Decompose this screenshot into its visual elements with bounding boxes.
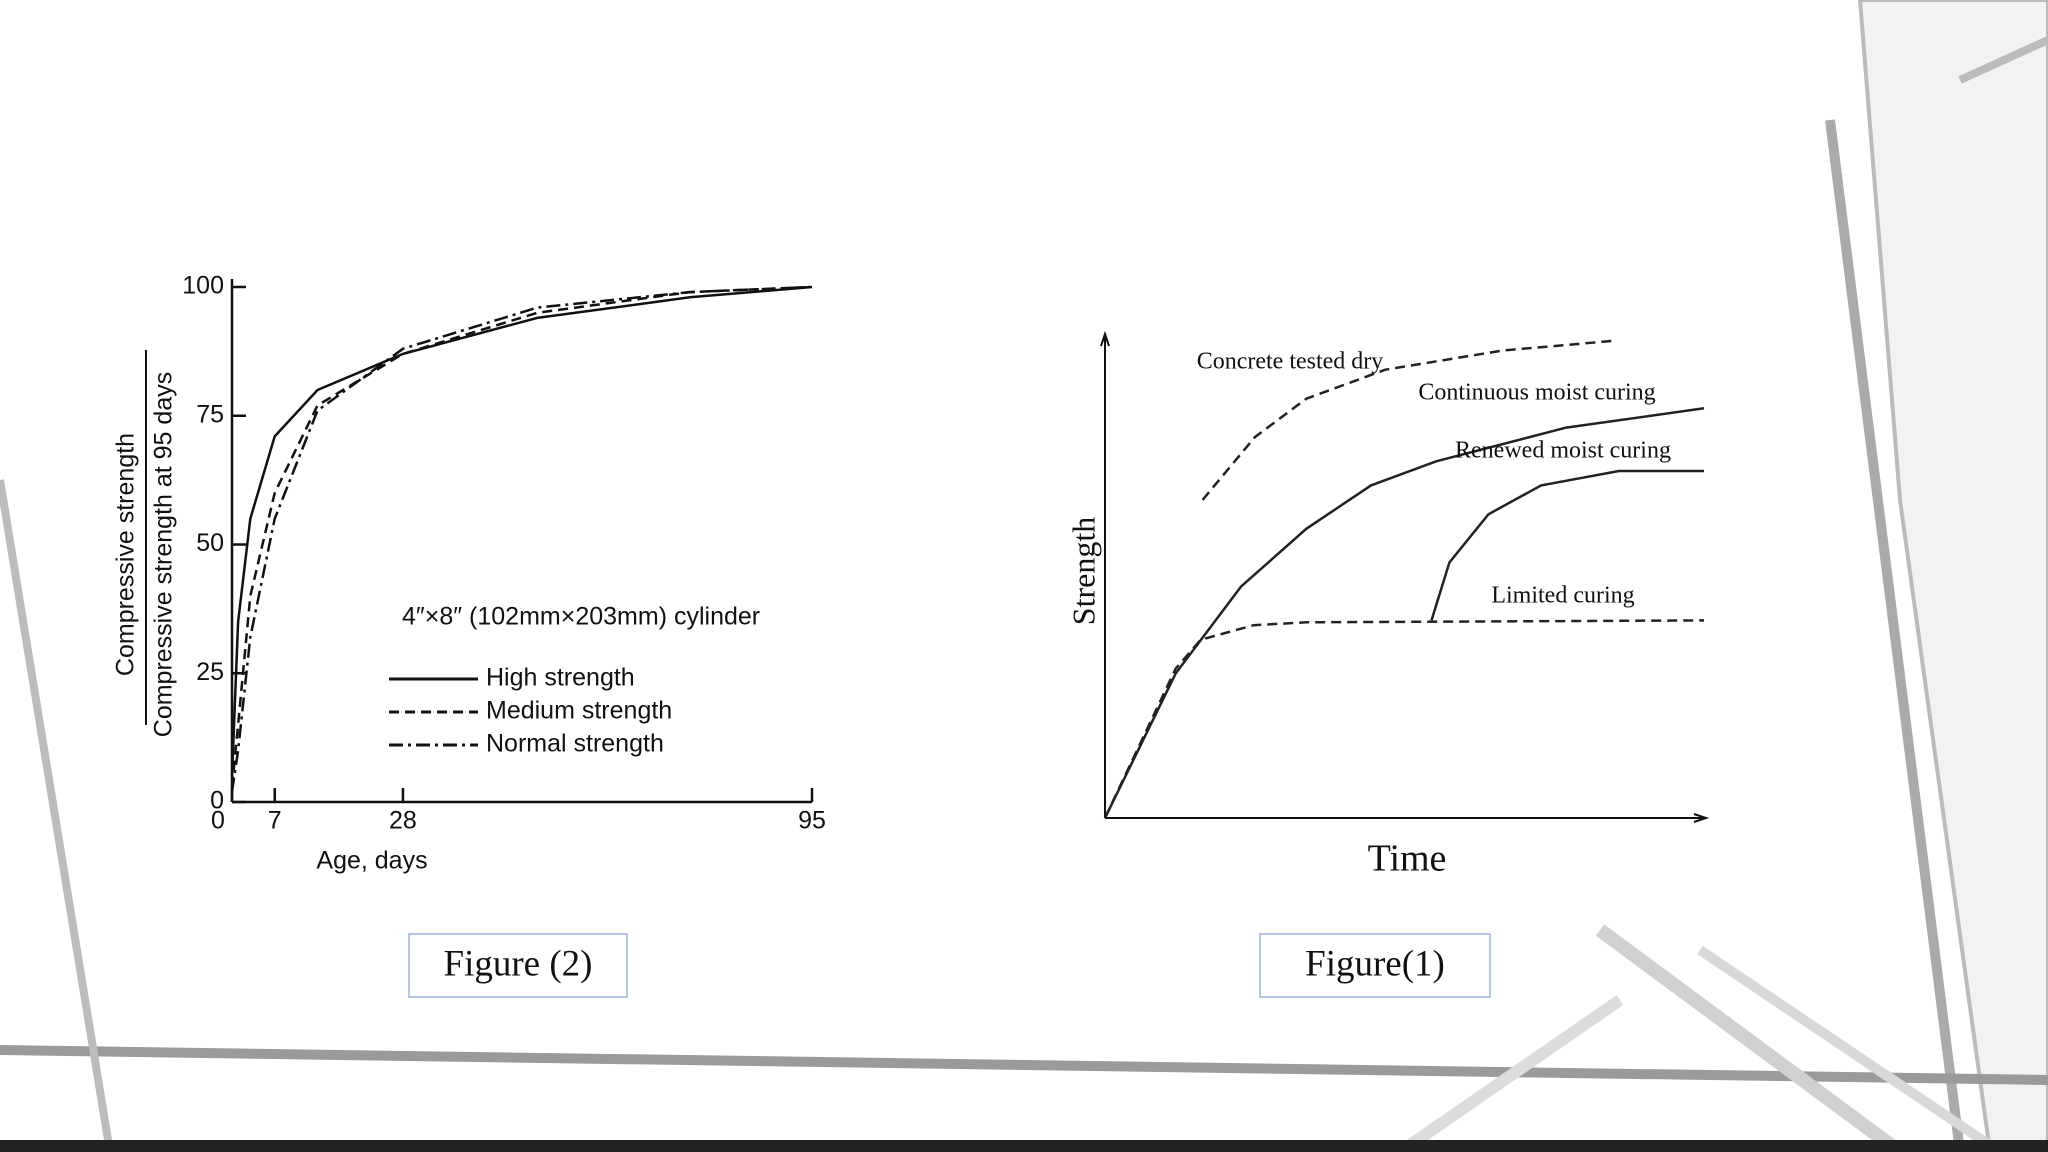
legend-label: Medium strength xyxy=(486,697,672,725)
x-axis xyxy=(1105,813,1710,823)
series-label: Concrete tested dry xyxy=(1197,349,1384,375)
caption: Figure(1) xyxy=(1305,943,1445,984)
y-axis xyxy=(1100,330,1110,818)
line-series xyxy=(1103,407,1705,819)
y-tick-label: 0 xyxy=(210,787,224,815)
line-series xyxy=(230,285,813,777)
y-axis-label: Strength xyxy=(1065,517,1101,625)
line-series xyxy=(230,285,813,792)
y-axis-label: Compressive strength at 95 days xyxy=(150,372,178,737)
series-label: Limited curing xyxy=(1491,583,1634,609)
line-series xyxy=(1430,469,1704,621)
line-series xyxy=(1201,339,1615,501)
series-label: Continuous moist curing xyxy=(1418,380,1655,406)
y-tick-label: 100 xyxy=(182,272,224,300)
caption-box xyxy=(408,933,628,998)
line-series xyxy=(230,285,813,787)
y-tick-label: 75 xyxy=(196,400,224,428)
x-tick-label: 0 xyxy=(211,807,225,835)
legend-label: Normal strength xyxy=(486,730,664,758)
x-axis-label: Time xyxy=(1368,838,1447,880)
annotation: 4″×8″ (102mm×203mm) cylinder xyxy=(402,603,760,631)
y-tick-label: 25 xyxy=(196,658,224,686)
x-axis-label: Age, days xyxy=(316,847,427,875)
legend-label: High strength xyxy=(486,664,635,692)
x-tick-label: 28 xyxy=(389,807,417,835)
series-label: Renewed moist curing xyxy=(1455,438,1671,464)
caption: Figure (2) xyxy=(444,943,593,984)
y-tick-label: 50 xyxy=(196,529,224,557)
x-tick-label: 7 xyxy=(268,807,282,835)
line-series xyxy=(1103,619,1705,819)
x-tick-label: 95 xyxy=(798,807,826,835)
y-axis-label: Compressive strength xyxy=(112,433,140,676)
caption-box xyxy=(1259,933,1491,998)
